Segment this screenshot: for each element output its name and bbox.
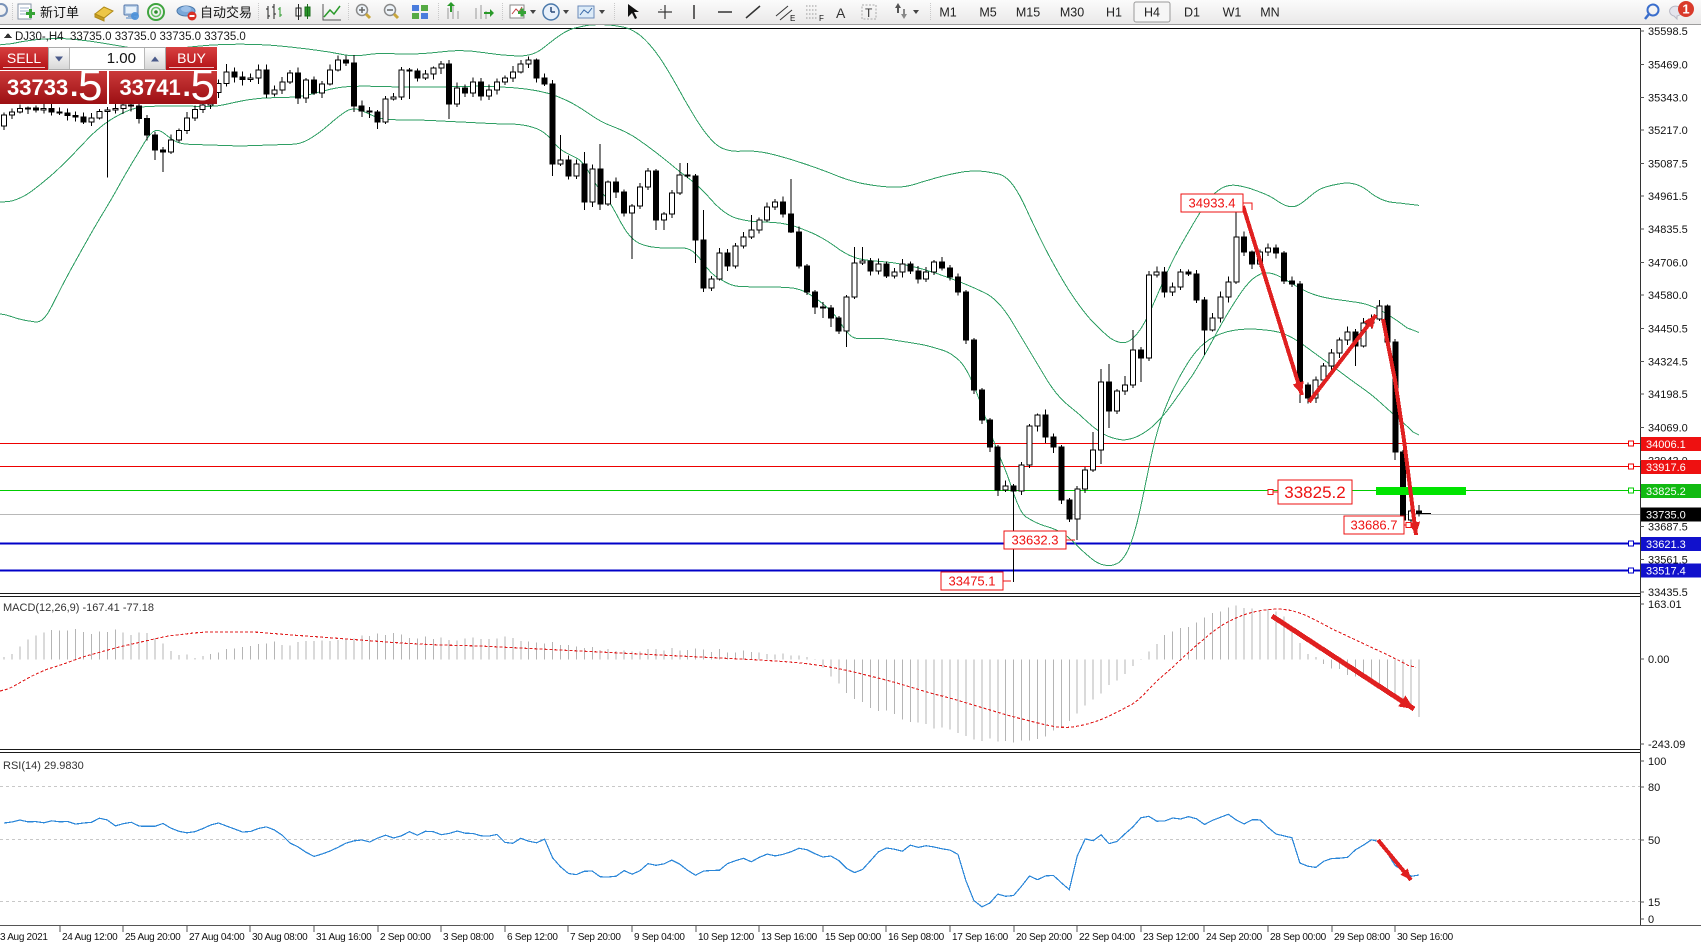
svg-text:35598.5: 35598.5: [1648, 26, 1688, 38]
svg-text:M30: M30: [1060, 6, 1084, 20]
svg-text:A: A: [836, 5, 846, 21]
svg-text:17 Sep 16:00: 17 Sep 16:00: [952, 932, 1009, 943]
svg-text:H1: H1: [1106, 6, 1122, 20]
svg-text:33686.7: 33686.7: [1351, 518, 1398, 533]
svg-text:30 Aug 08:00: 30 Aug 08:00: [252, 932, 308, 943]
svg-text:10 Sep 12:00: 10 Sep 12:00: [698, 932, 755, 943]
svg-text:1: 1: [1682, 2, 1689, 17]
svg-text:33621.3: 33621.3: [1646, 539, 1686, 551]
svg-text:M15: M15: [1016, 6, 1040, 20]
svg-text:2 Sep 00:00: 2 Sep 00:00: [380, 932, 431, 943]
svg-text:9 Sep 04:00: 9 Sep 04:00: [634, 932, 685, 943]
svg-text:163.01: 163.01: [1648, 599, 1682, 611]
svg-text:27 Aug 04:00: 27 Aug 04:00: [189, 932, 245, 943]
svg-text:-243.09: -243.09: [1648, 739, 1685, 751]
svg-text:T: T: [865, 6, 873, 20]
svg-text:50: 50: [1648, 835, 1660, 847]
svg-text:31 Aug 16:00: 31 Aug 16:00: [316, 932, 372, 943]
svg-text:25 Aug 20:00: 25 Aug 20:00: [125, 932, 181, 943]
svg-text:24 Aug 12:00: 24 Aug 12:00: [62, 932, 118, 943]
svg-text:34706.0: 34706.0: [1648, 258, 1688, 270]
svg-text:13 Sep 16:00: 13 Sep 16:00: [761, 932, 818, 943]
svg-text:29 Sep 08:00: 29 Sep 08:00: [1334, 932, 1391, 943]
svg-text:33825.2: 33825.2: [1284, 483, 1345, 502]
svg-text:34580.0: 34580.0: [1648, 290, 1688, 302]
svg-text:DJ30-,H4 33735.0 33735.0 3373: DJ30-,H4 33735.0 33735.0 33735.0 33735.0: [15, 31, 246, 43]
svg-text:MN: MN: [1260, 6, 1279, 20]
svg-text:35217.0: 35217.0: [1648, 125, 1688, 137]
svg-text:M1: M1: [939, 6, 956, 20]
svg-text:22 Sep 04:00: 22 Sep 04:00: [1079, 932, 1136, 943]
svg-text:0.00: 0.00: [1648, 654, 1669, 666]
svg-text:33825.2: 33825.2: [1646, 486, 1686, 498]
svg-text:自动交易: 自动交易: [200, 5, 252, 20]
svg-text:34835.5: 34835.5: [1648, 224, 1688, 236]
svg-text:33435.5: 33435.5: [1648, 587, 1688, 599]
svg-text:MACD(12,26,9) -167.41 -77.18: MACD(12,26,9) -167.41 -77.18: [3, 602, 154, 614]
svg-text:F: F: [819, 14, 824, 23]
svg-text:新订单: 新订单: [40, 5, 79, 20]
svg-text:80: 80: [1648, 782, 1660, 794]
svg-text:100: 100: [1648, 756, 1666, 768]
svg-text:16 Sep 08:00: 16 Sep 08:00: [888, 932, 945, 943]
svg-text:28 Sep 00:00: 28 Sep 00:00: [1270, 932, 1327, 943]
svg-text:33561.5: 33561.5: [1648, 554, 1688, 566]
svg-text:33632.3: 33632.3: [1012, 533, 1059, 548]
svg-text:35343.0: 35343.0: [1648, 92, 1688, 104]
svg-text:15: 15: [1648, 897, 1660, 909]
svg-text:H4: H4: [1144, 6, 1160, 20]
svg-text:3 Sep 08:00: 3 Sep 08:00: [443, 932, 494, 943]
svg-text:34961.5: 34961.5: [1648, 191, 1688, 203]
svg-text:D1: D1: [1184, 6, 1200, 20]
svg-text:3 Aug 2021: 3 Aug 2021: [0, 932, 48, 943]
svg-text:34006.1: 34006.1: [1646, 439, 1686, 451]
svg-text:6 Sep 12:00: 6 Sep 12:00: [507, 932, 558, 943]
svg-text:M5: M5: [979, 6, 996, 20]
svg-text:34933.4: 34933.4: [1189, 196, 1236, 211]
svg-text:33687.5: 33687.5: [1648, 522, 1688, 534]
svg-text:23 Sep 12:00: 23 Sep 12:00: [1143, 932, 1200, 943]
svg-text:24 Sep 20:00: 24 Sep 20:00: [1206, 932, 1263, 943]
svg-text:34450.5: 34450.5: [1648, 324, 1688, 336]
svg-text:35087.5: 35087.5: [1648, 159, 1688, 171]
svg-text:7 Sep 20:00: 7 Sep 20:00: [570, 932, 621, 943]
svg-text:33517.4: 33517.4: [1646, 566, 1686, 578]
svg-text:33475.1: 33475.1: [949, 574, 996, 589]
svg-text:34198.5: 34198.5: [1648, 389, 1688, 401]
svg-text:33917.6: 33917.6: [1646, 462, 1686, 474]
svg-text:30 Sep 16:00: 30 Sep 16:00: [1397, 932, 1454, 943]
svg-text:35469.0: 35469.0: [1648, 60, 1688, 72]
svg-text:0: 0: [1648, 914, 1654, 926]
svg-text:W1: W1: [1223, 6, 1242, 20]
svg-text:33735.0: 33735.0: [1646, 509, 1686, 521]
svg-text:E: E: [790, 14, 795, 23]
svg-text:RSI(14) 29.9830: RSI(14) 29.9830: [3, 760, 84, 772]
svg-text:34324.5: 34324.5: [1648, 356, 1688, 368]
svg-text:15 Sep 00:00: 15 Sep 00:00: [825, 932, 882, 943]
svg-text:20 Sep 20:00: 20 Sep 20:00: [1016, 932, 1073, 943]
svg-text:34069.0: 34069.0: [1648, 423, 1688, 435]
